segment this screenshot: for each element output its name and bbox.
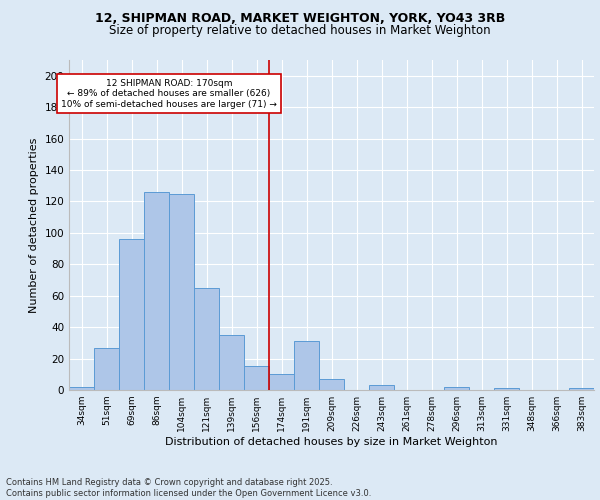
Bar: [94, 348, 119, 390]
Bar: [169, 194, 194, 390]
Bar: [244, 366, 269, 390]
Bar: [369, 386, 394, 390]
Bar: [69, 387, 94, 390]
Text: 12 SHIPMAN ROAD: 170sqm
← 89% of detached houses are smaller (626)
10% of semi-d: 12 SHIPMAN ROAD: 170sqm ← 89% of detache…: [61, 79, 277, 108]
Bar: [219, 335, 244, 390]
Bar: [494, 388, 519, 390]
Bar: [144, 192, 169, 390]
Text: Contains HM Land Registry data © Crown copyright and database right 2025.
Contai: Contains HM Land Registry data © Crown c…: [6, 478, 371, 498]
Bar: [319, 379, 344, 390]
X-axis label: Distribution of detached houses by size in Market Weighton: Distribution of detached houses by size …: [165, 437, 498, 447]
Bar: [444, 387, 469, 390]
Text: 12, SHIPMAN ROAD, MARKET WEIGHTON, YORK, YO43 3RB: 12, SHIPMAN ROAD, MARKET WEIGHTON, YORK,…: [95, 12, 505, 26]
Bar: [119, 239, 144, 390]
Bar: [294, 342, 319, 390]
Y-axis label: Number of detached properties: Number of detached properties: [29, 138, 39, 312]
Bar: [269, 374, 294, 390]
Text: Size of property relative to detached houses in Market Weighton: Size of property relative to detached ho…: [109, 24, 491, 37]
Bar: [194, 288, 219, 390]
Bar: [569, 388, 594, 390]
